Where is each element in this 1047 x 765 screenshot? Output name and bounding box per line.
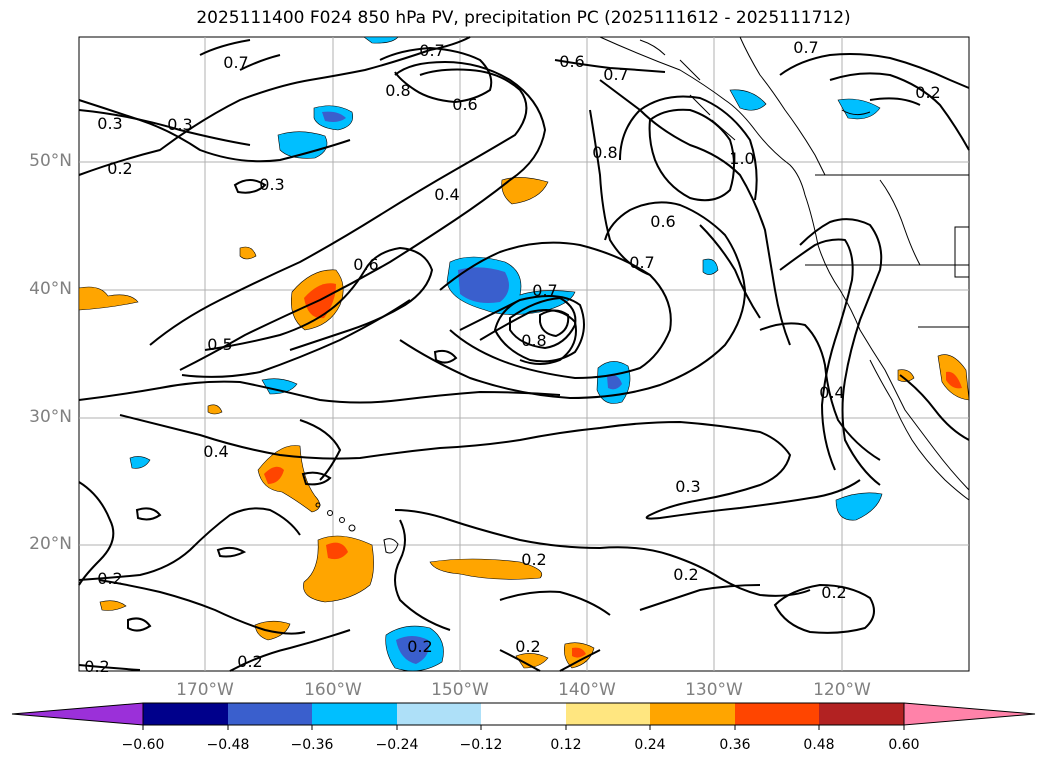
precip-negative-area — [261, 378, 298, 395]
contour-label: 0.6 — [650, 212, 675, 231]
colorbar-segment — [819, 703, 904, 725]
lon-label-120w: 120°W — [813, 680, 871, 700]
precip-positive-area — [78, 286, 139, 311]
pv-contours — [78, 36, 970, 672]
contour-label: 0.3 — [675, 477, 700, 496]
contour-label: 0.2 — [107, 159, 132, 178]
precip-positive-area — [515, 653, 549, 669]
colorbar-tick-label: −0.12 — [459, 737, 503, 753]
contour-label: 0.2 — [673, 565, 698, 584]
contour-label: 0.3 — [167, 115, 192, 134]
colorbar — [11, 702, 1036, 730]
contour-label: 0.4 — [203, 442, 228, 461]
colorbar-extend-high — [903, 702, 1036, 726]
precip-negative-core — [607, 375, 622, 390]
precip-shading — [78, 36, 970, 672]
colorbar-extend-low — [11, 702, 144, 726]
hawaiian-islands — [315, 502, 399, 554]
precip-positive-core — [946, 371, 962, 389]
lon-label-150w: 150°W — [431, 680, 489, 700]
colorbar-segment — [481, 703, 566, 725]
precip-positive-area — [897, 369, 915, 382]
colorbar-tick-label: 0.48 — [803, 737, 835, 753]
colorbar-segment — [397, 703, 481, 725]
lon-label-160w: 160°W — [304, 680, 362, 700]
lon-label-140w: 140°W — [558, 680, 616, 700]
precip-negative-area — [129, 456, 151, 469]
precip-positive-area — [239, 246, 257, 260]
colorbar-tick-label: −0.48 — [206, 737, 250, 753]
contour-label: 0.2 — [237, 652, 262, 671]
contour-label: 0.8 — [385, 81, 410, 100]
precip-positive-area — [207, 404, 223, 415]
contour-label: 0.7 — [532, 281, 557, 300]
contour-label: 0.2 — [515, 637, 540, 656]
contour-label: 0.7 — [603, 65, 628, 84]
contour-label: 0.6 — [559, 52, 584, 71]
precip-positive-core — [326, 542, 348, 560]
precip-positive-area — [303, 535, 374, 603]
precip-negative-area — [837, 98, 881, 120]
colorbar-segment — [566, 703, 650, 725]
precip-positive-area — [99, 600, 127, 611]
lon-label-130w: 130°W — [685, 680, 743, 700]
precip-negative-area — [729, 89, 767, 111]
lat-label-40n: 40°N — [29, 279, 72, 299]
contour-label: 0.2 — [821, 583, 846, 602]
contour-label: 0.2 — [84, 657, 109, 676]
colorbar-tick-label: −0.36 — [290, 737, 334, 753]
precip-negative-area — [702, 258, 719, 275]
contour-label: 0.7 — [793, 38, 818, 57]
colorbar-tick-label: 0.36 — [719, 737, 751, 753]
contour-label: 0.2 — [915, 83, 940, 102]
contour-label: 0.2 — [521, 550, 546, 569]
contour-labels: 0.7 0.7 0.6 0.7 0.7 0.8 0.6 0.3 0.3 0.2 … — [84, 38, 940, 676]
coastlines — [599, 36, 970, 501]
precip-positive-core — [264, 466, 284, 484]
contour-label: 0.7 — [629, 253, 654, 272]
colorbar-segment — [312, 703, 397, 725]
contour-label: 0.4 — [434, 185, 459, 204]
precip-positive-area — [501, 177, 549, 205]
colorbar-tick-label: 0.60 — [888, 737, 920, 753]
colorbar-tick-label: −0.60 — [121, 737, 165, 753]
precip-negative-core — [396, 636, 429, 664]
contour-label: 0.6 — [353, 255, 378, 274]
contour-label: 0.4 — [819, 383, 844, 402]
contour-label: 0.8 — [592, 143, 617, 162]
lat-label-30n: 30°N — [29, 407, 72, 427]
contour-label: 1.0 — [729, 149, 754, 168]
contour-label: 0.5 — [207, 335, 232, 354]
contour-label: 0.2 — [97, 569, 122, 588]
precip-negative-core — [322, 111, 346, 122]
contour-label: 0.6 — [452, 95, 477, 114]
colorbar-tick-label: 0.12 — [550, 737, 582, 753]
lat-label-50n: 50°N — [29, 151, 72, 171]
contour-label: 0.7 — [419, 41, 444, 60]
colorbar-tick-label: −0.24 — [375, 737, 419, 753]
lat-label-20n: 20°N — [29, 534, 72, 554]
contour-label: 0.2 — [407, 637, 432, 656]
colorbar-segment — [228, 703, 312, 725]
contour-label: 0.3 — [97, 114, 122, 133]
lon-label-170w: 170°W — [176, 680, 234, 700]
colorbar-segment — [650, 703, 735, 725]
colorbar-frame — [142, 702, 905, 726]
contour-label: 0.3 — [259, 175, 284, 194]
contour-label: 0.7 — [223, 53, 248, 72]
precip-positive-core — [572, 647, 586, 658]
precip-negative-core — [458, 267, 509, 303]
colorbar-segment — [735, 703, 819, 725]
colorbar-segment — [143, 703, 228, 725]
precip-positive-area — [429, 558, 543, 580]
precip-negative-area — [835, 492, 883, 521]
map-title: 2025111400 F024 850 hPa PV, precipitatio… — [196, 8, 851, 28]
precip-negative-area — [363, 36, 399, 44]
contour-label: 0.8 — [521, 331, 546, 350]
colorbar-tick-label: 0.24 — [634, 737, 666, 753]
